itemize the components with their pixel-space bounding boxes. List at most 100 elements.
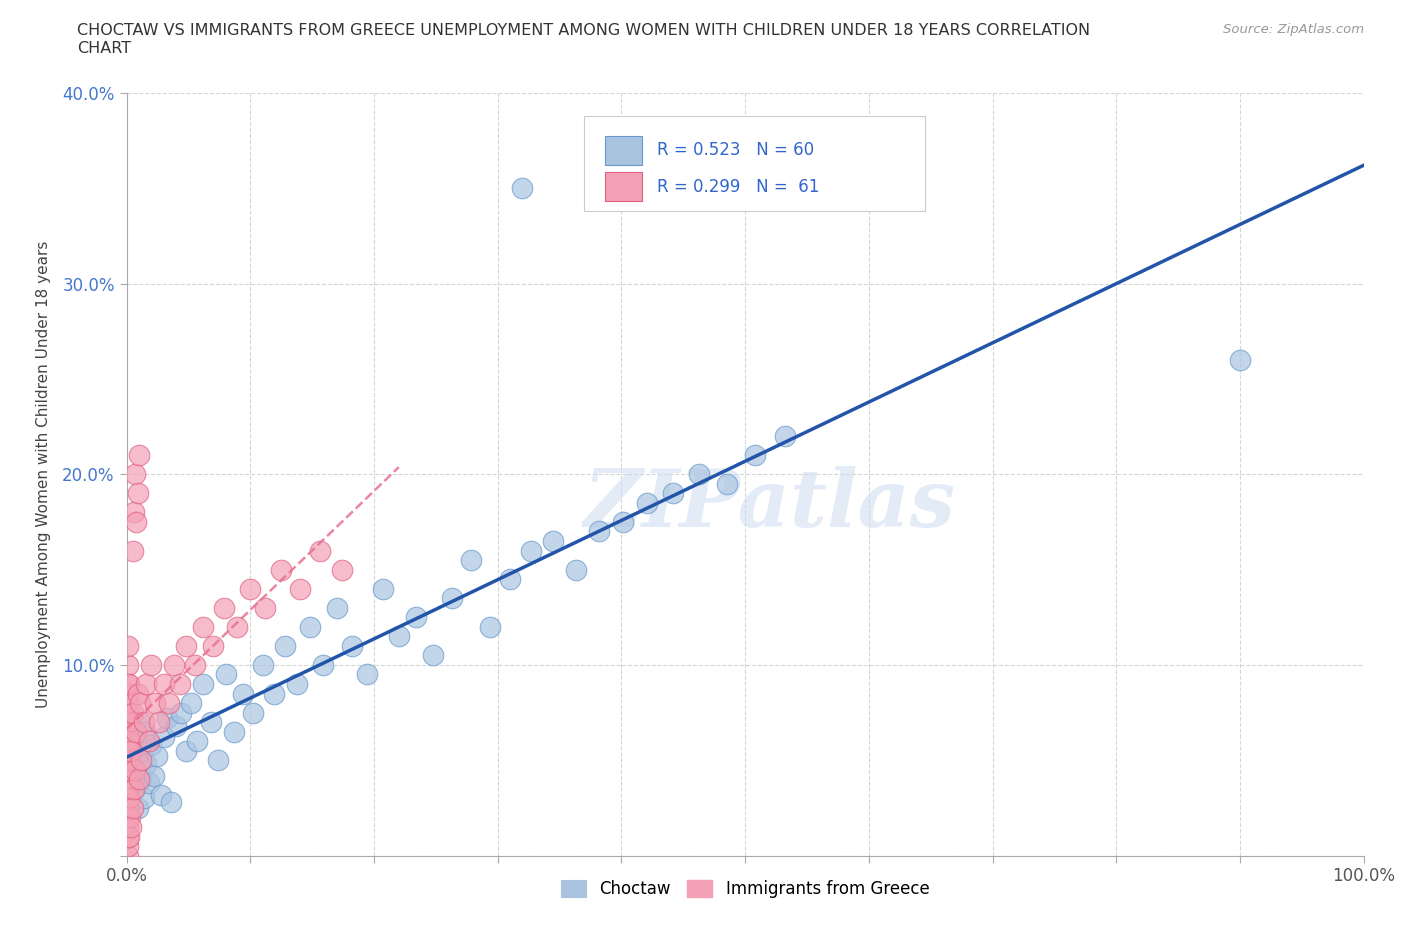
Choctaw xyxy=(422,648,444,663)
Immigrants from Greece xyxy=(117,781,139,796)
Immigrants from Greece xyxy=(117,714,139,729)
Choctaw xyxy=(132,790,155,805)
Choctaw xyxy=(612,514,634,529)
Choctaw xyxy=(312,658,335,672)
Choctaw xyxy=(460,552,482,567)
Choctaw xyxy=(138,776,160,790)
Immigrants from Greece xyxy=(129,696,152,711)
Immigrants from Greece xyxy=(162,658,184,672)
Choctaw xyxy=(242,705,264,720)
Choctaw xyxy=(125,734,148,749)
Immigrants from Greece xyxy=(117,639,139,654)
Choctaw xyxy=(186,734,208,749)
Text: CHOCTAW VS IMMIGRANTS FROM GREECE UNEMPLOYMENT AMONG WOMEN WITH CHILDREN UNDER 1: CHOCTAW VS IMMIGRANTS FROM GREECE UNEMPL… xyxy=(77,23,1091,56)
Bar xyxy=(606,172,643,201)
Immigrants from Greece xyxy=(141,658,163,672)
Choctaw xyxy=(174,743,197,758)
Choctaw xyxy=(564,562,586,577)
Choctaw xyxy=(716,476,738,491)
Choctaw xyxy=(152,730,174,745)
Immigrants from Greece xyxy=(117,705,139,720)
Immigrants from Greece xyxy=(122,505,145,520)
Text: ZIPatlas: ZIPatlas xyxy=(583,466,956,543)
Choctaw xyxy=(499,572,522,587)
Choctaw xyxy=(298,619,321,634)
Immigrants from Greece xyxy=(117,753,139,768)
Choctaw xyxy=(135,757,157,772)
Choctaw xyxy=(232,686,254,701)
Immigrants from Greece xyxy=(122,781,145,796)
Immigrants from Greece xyxy=(127,686,149,701)
Choctaw xyxy=(124,781,146,796)
Choctaw xyxy=(274,639,297,654)
Choctaw xyxy=(170,705,193,720)
Immigrants from Greece xyxy=(121,705,143,720)
Choctaw xyxy=(134,724,156,739)
Choctaw xyxy=(156,711,179,725)
Choctaw xyxy=(121,753,143,768)
Choctaw xyxy=(200,714,222,729)
Immigrants from Greece xyxy=(117,724,139,739)
Choctaw xyxy=(146,749,169,764)
Immigrants from Greece xyxy=(121,801,143,816)
Choctaw xyxy=(131,743,153,758)
Choctaw xyxy=(1229,352,1251,367)
Immigrants from Greece xyxy=(183,658,205,672)
Choctaw xyxy=(285,677,308,692)
Immigrants from Greece xyxy=(117,839,139,854)
Immigrants from Greece xyxy=(117,763,139,777)
Choctaw xyxy=(688,467,710,482)
Immigrants from Greece xyxy=(118,830,141,844)
Immigrants from Greece xyxy=(117,810,139,825)
Legend: Choctaw, Immigrants from Greece: Choctaw, Immigrants from Greece xyxy=(554,873,936,905)
Choctaw xyxy=(128,763,150,777)
Immigrants from Greece xyxy=(308,543,330,558)
Choctaw xyxy=(252,658,274,672)
Choctaw xyxy=(662,485,685,500)
Immigrants from Greece xyxy=(148,714,170,729)
Choctaw xyxy=(588,525,610,539)
Immigrants from Greece xyxy=(117,819,139,834)
Choctaw xyxy=(224,724,246,739)
Immigrants from Greece xyxy=(152,677,174,692)
Immigrants from Greece xyxy=(270,562,292,577)
Bar xyxy=(606,136,643,165)
Choctaw xyxy=(180,696,202,711)
Choctaw xyxy=(263,686,285,701)
Immigrants from Greece xyxy=(124,763,146,777)
Immigrants from Greece xyxy=(118,753,141,768)
Immigrants from Greece xyxy=(174,639,197,654)
Immigrants from Greece xyxy=(117,734,139,749)
Choctaw xyxy=(131,772,153,787)
Immigrants from Greece xyxy=(117,696,139,711)
Immigrants from Greece xyxy=(288,581,311,596)
Immigrants from Greece xyxy=(138,734,160,749)
Choctaw xyxy=(193,677,215,692)
Choctaw xyxy=(543,534,565,549)
Immigrants from Greece xyxy=(128,772,150,787)
Choctaw xyxy=(371,581,394,596)
Immigrants from Greece xyxy=(118,677,141,692)
Immigrants from Greece xyxy=(117,686,139,701)
Immigrants from Greece xyxy=(239,581,262,596)
Immigrants from Greece xyxy=(202,639,225,654)
Immigrants from Greece xyxy=(124,467,146,482)
Choctaw xyxy=(636,496,658,511)
Immigrants from Greece xyxy=(131,753,153,768)
Choctaw xyxy=(773,429,796,444)
Immigrants from Greece xyxy=(117,772,139,787)
Immigrants from Greece xyxy=(157,696,180,711)
Immigrants from Greece xyxy=(121,819,143,834)
Text: Source: ZipAtlas.com: Source: ZipAtlas.com xyxy=(1223,23,1364,36)
Choctaw xyxy=(165,719,187,734)
Choctaw xyxy=(520,543,543,558)
Immigrants from Greece xyxy=(117,677,139,692)
Immigrants from Greece xyxy=(117,830,139,844)
Immigrants from Greece xyxy=(330,562,353,577)
Immigrants from Greece xyxy=(118,790,141,805)
Immigrants from Greece xyxy=(117,848,139,863)
Text: R = 0.523   N = 60: R = 0.523 N = 60 xyxy=(658,141,814,159)
Immigrants from Greece xyxy=(120,734,142,749)
Choctaw xyxy=(127,801,149,816)
Choctaw xyxy=(388,629,411,644)
